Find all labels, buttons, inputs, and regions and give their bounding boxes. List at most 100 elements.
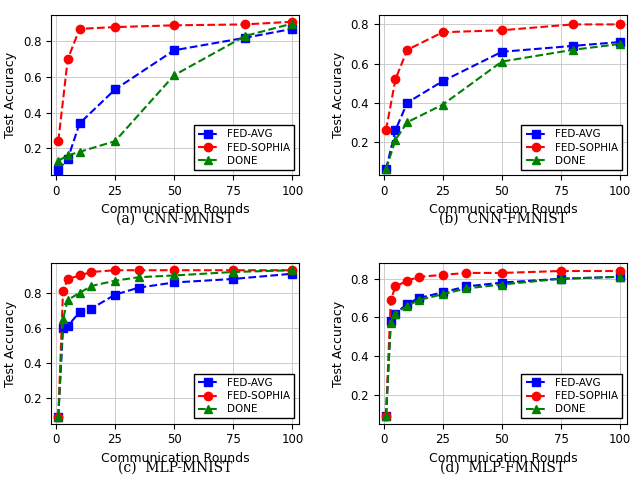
FED-SOPHIA bbox=[569, 21, 577, 27]
Y-axis label: Test Accuracy: Test Accuracy bbox=[332, 300, 345, 387]
FED-SOPHIA bbox=[229, 267, 237, 273]
DONE bbox=[382, 166, 390, 172]
FED-AVG bbox=[54, 167, 62, 172]
X-axis label: Communication Rounds: Communication Rounds bbox=[101, 203, 250, 216]
X-axis label: Communication Rounds: Communication Rounds bbox=[429, 452, 577, 465]
Y-axis label: Test Accuracy: Test Accuracy bbox=[4, 52, 17, 138]
FED-AVG bbox=[135, 285, 143, 291]
Line: FED-AVG: FED-AVG bbox=[54, 25, 296, 174]
Text: (a)  CNN-MNIST: (a) CNN-MNIST bbox=[116, 211, 234, 225]
FED-SOPHIA bbox=[439, 272, 447, 278]
FED-AVG bbox=[54, 414, 62, 420]
FED-SOPHIA bbox=[439, 29, 447, 35]
FED-AVG bbox=[170, 47, 178, 53]
FED-SOPHIA bbox=[170, 267, 178, 273]
DONE bbox=[241, 33, 249, 39]
FED-SOPHIA bbox=[403, 47, 411, 53]
DONE bbox=[439, 102, 447, 108]
FED-AVG bbox=[403, 301, 411, 307]
FED-AVG bbox=[382, 166, 390, 172]
FED-AVG bbox=[241, 35, 249, 41]
DONE bbox=[557, 276, 565, 281]
FED-AVG bbox=[392, 311, 399, 317]
FED-SOPHIA bbox=[64, 276, 72, 282]
Text: (d)  MLP-FMNIST: (d) MLP-FMNIST bbox=[440, 460, 566, 474]
FED-AVG bbox=[439, 289, 447, 295]
DONE bbox=[498, 281, 506, 287]
Line: DONE: DONE bbox=[54, 266, 296, 421]
FED-SOPHIA bbox=[76, 273, 83, 279]
FED-AVG bbox=[616, 274, 624, 280]
FED-AVG bbox=[229, 276, 237, 282]
Line: DONE: DONE bbox=[54, 19, 296, 165]
FED-SOPHIA bbox=[135, 267, 143, 273]
DONE bbox=[616, 274, 624, 280]
Line: FED-SOPHIA: FED-SOPHIA bbox=[54, 18, 296, 145]
FED-SOPHIA bbox=[616, 268, 624, 274]
FED-SOPHIA bbox=[498, 270, 506, 276]
FED-SOPHIA bbox=[387, 297, 395, 303]
FED-AVG bbox=[463, 283, 470, 289]
DONE bbox=[76, 290, 83, 296]
FED-SOPHIA bbox=[76, 26, 83, 32]
FED-AVG bbox=[88, 306, 95, 312]
DONE bbox=[170, 72, 178, 78]
FED-AVG bbox=[76, 120, 83, 126]
DONE bbox=[289, 20, 296, 26]
Legend: FED-AVG, FED-SOPHIA, DONE: FED-AVG, FED-SOPHIA, DONE bbox=[522, 125, 622, 170]
FED-AVG bbox=[498, 49, 506, 55]
FED-AVG bbox=[64, 156, 72, 162]
FED-AVG bbox=[59, 325, 67, 331]
FED-SOPHIA bbox=[289, 267, 296, 273]
DONE bbox=[111, 138, 119, 144]
FED-AVG bbox=[616, 39, 624, 45]
FED-SOPHIA bbox=[382, 413, 390, 419]
DONE bbox=[569, 47, 577, 53]
Y-axis label: Test Accuracy: Test Accuracy bbox=[4, 300, 17, 387]
Line: DONE: DONE bbox=[382, 273, 624, 420]
FED-SOPHIA bbox=[170, 22, 178, 28]
FED-AVG bbox=[111, 292, 119, 298]
Legend: FED-AVG, FED-SOPHIA, DONE: FED-AVG, FED-SOPHIA, DONE bbox=[194, 374, 294, 418]
DONE bbox=[54, 158, 62, 164]
FED-SOPHIA bbox=[54, 138, 62, 144]
Text: (b)  CNN-FMNIST: (b) CNN-FMNIST bbox=[439, 211, 567, 225]
FED-SOPHIA bbox=[382, 127, 390, 133]
FED-AVG bbox=[382, 413, 390, 419]
FED-AVG bbox=[403, 100, 411, 106]
Line: FED-SOPHIA: FED-SOPHIA bbox=[382, 267, 624, 420]
FED-SOPHIA bbox=[463, 270, 470, 276]
DONE bbox=[415, 297, 423, 303]
DONE bbox=[616, 41, 624, 47]
DONE bbox=[64, 297, 72, 303]
FED-SOPHIA bbox=[88, 269, 95, 275]
FED-AVG bbox=[111, 87, 119, 93]
DONE bbox=[498, 58, 506, 64]
X-axis label: Communication Rounds: Communication Rounds bbox=[101, 452, 250, 465]
Line: FED-AVG: FED-AVG bbox=[54, 270, 296, 421]
X-axis label: Communication Rounds: Communication Rounds bbox=[429, 203, 577, 216]
DONE bbox=[59, 316, 67, 322]
DONE bbox=[88, 283, 95, 289]
DONE bbox=[382, 413, 390, 419]
FED-AVG bbox=[387, 318, 395, 324]
FED-SOPHIA bbox=[557, 268, 565, 274]
DONE bbox=[170, 273, 178, 279]
FED-SOPHIA bbox=[64, 56, 72, 62]
FED-SOPHIA bbox=[111, 24, 119, 30]
DONE bbox=[463, 285, 470, 291]
FED-AVG bbox=[64, 323, 72, 329]
DONE bbox=[403, 119, 411, 125]
DONE bbox=[76, 149, 83, 155]
FED-SOPHIA bbox=[54, 414, 62, 420]
Legend: FED-AVG, FED-SOPHIA, DONE: FED-AVG, FED-SOPHIA, DONE bbox=[522, 374, 622, 418]
FED-AVG bbox=[289, 271, 296, 277]
DONE bbox=[439, 291, 447, 297]
Legend: FED-AVG, FED-SOPHIA, DONE: FED-AVG, FED-SOPHIA, DONE bbox=[194, 125, 294, 170]
DONE bbox=[229, 269, 237, 275]
FED-AVG bbox=[289, 26, 296, 32]
Line: FED-AVG: FED-AVG bbox=[382, 38, 624, 173]
Text: (c)  MLP-MNIST: (c) MLP-MNIST bbox=[118, 460, 232, 474]
FED-SOPHIA bbox=[498, 27, 506, 33]
FED-SOPHIA bbox=[241, 21, 249, 27]
